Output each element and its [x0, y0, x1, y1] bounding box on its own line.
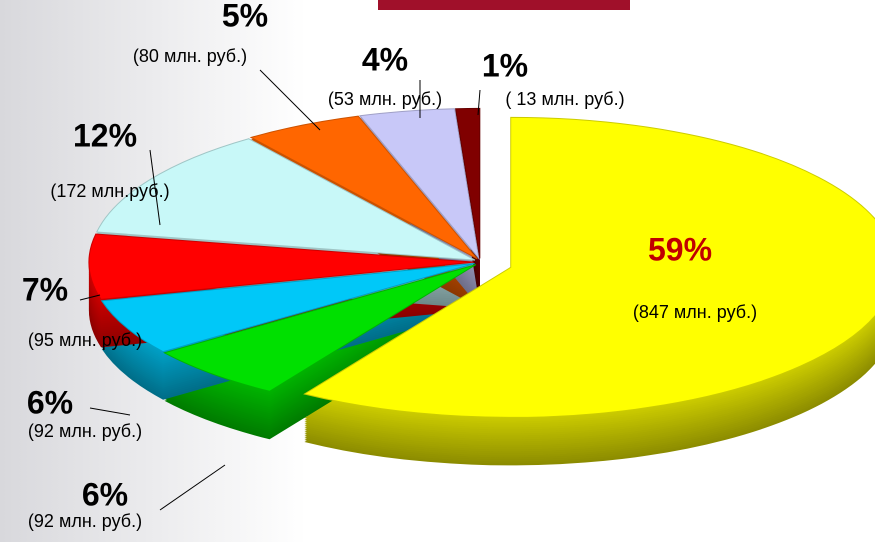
leader-line: [259, 69, 321, 131]
slice: [163, 264, 477, 392]
leader-line: [159, 464, 226, 511]
amount-label: (80 млн. руб.): [133, 46, 247, 66]
leader-line: [89, 407, 131, 416]
percent-label: 6%: [27, 384, 73, 420]
percent-label: 12%: [73, 117, 137, 153]
amount-label: (847 млн. руб.): [633, 302, 757, 322]
header-bar: [378, 0, 630, 10]
slice: [88, 233, 475, 300]
amount-label: (95 млн. руб.): [28, 330, 142, 350]
percent-label: 1%: [482, 47, 528, 83]
slice: [95, 138, 476, 261]
slice: [455, 107, 481, 259]
leader-line: [149, 149, 161, 226]
slice: [249, 115, 478, 260]
amount-label: (92 млн. руб.): [28, 511, 142, 531]
leader-line: [79, 294, 101, 301]
amount-label: ( 13 млн. руб.): [505, 89, 624, 109]
percent-label: 5%: [222, 0, 268, 33]
labels: 59%(847 млн. руб.)6%(92 млн. руб.)6%(92 …: [22, 0, 757, 531]
leader-line: [477, 89, 481, 116]
slice: [358, 108, 480, 261]
amount-label: (172 млн.руб.): [50, 181, 169, 201]
pie: [88, 107, 875, 466]
percent-label: 59%: [648, 231, 712, 267]
percent-label: 6%: [82, 476, 128, 512]
amount-label: (53 млн. руб.): [328, 89, 442, 109]
slice: [100, 263, 475, 353]
percent-label: 7%: [22, 271, 68, 307]
slice: [303, 116, 875, 418]
percent-label: 4%: [362, 41, 408, 77]
amount-label: (92 млн. руб.): [28, 421, 142, 441]
